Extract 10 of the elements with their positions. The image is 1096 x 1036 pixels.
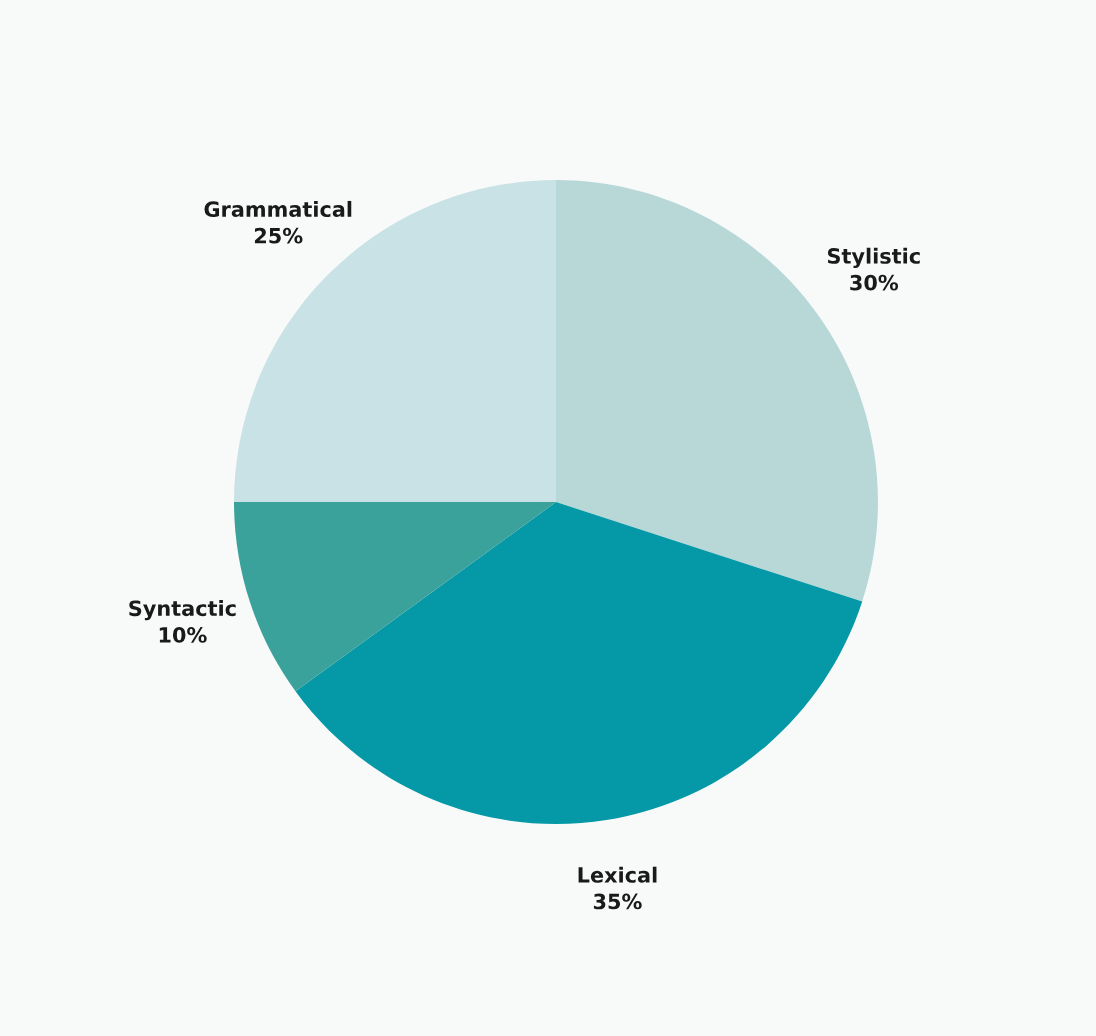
pie-slice [295, 502, 863, 824]
pie-slice [234, 502, 556, 692]
data-label: 35% [593, 893, 642, 910]
data-label: 10% [159, 627, 207, 643]
slice-label: Lexical [578, 866, 657, 883]
slice-label: Syntactic [129, 600, 236, 621]
slice-label: Grammatical [204, 200, 352, 218]
data-label: 25% [254, 227, 303, 244]
slice-label: Stylistic [827, 247, 920, 269]
data-label: 30% [850, 274, 899, 291]
